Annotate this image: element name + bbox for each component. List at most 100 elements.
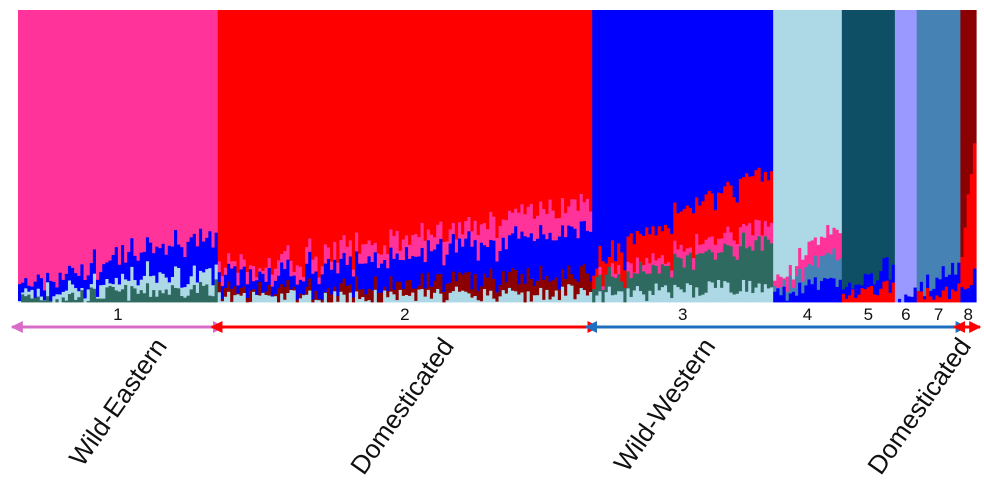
ancestry-segment-F [648,273,653,292]
ancestry-segment-A [61,10,66,281]
ancestry-segment-D [61,291,66,298]
ancestry-segment-C [873,284,877,295]
ancestry-segment-F [688,252,693,286]
ancestry-segment-D [788,10,793,266]
ancestry-segment-G [907,10,912,297]
ancestry-segment-A [582,202,587,222]
ancestry-segment-C [726,10,731,183]
ancestry-segment-B [941,290,946,303]
ancestry-segment-A [333,241,337,261]
ancestry-segment-F [770,243,774,288]
ancestry-segment-B [723,186,727,234]
ancestry-segment-A [545,213,550,240]
ancestry-segment-B [476,10,481,236]
ancestry-segment-B [511,10,515,214]
ancestry-segment-A [220,276,225,287]
ancestry-segment-A [585,198,590,232]
ancestry-segment-D [529,301,534,303]
ancestry-segment-B [598,245,603,268]
ancestry-segment-C [860,285,865,289]
ancestry-segment-D [498,296,503,303]
ancestry-segment-B [692,213,696,259]
ancestry-segment-B [464,10,468,222]
ancestry-segment-D [823,10,827,239]
ancestry-segment-A [663,263,668,267]
ancestry-segment-C [866,274,871,288]
ancestry-segment-C [623,10,628,271]
ancestry-segment-A [829,234,834,255]
ancestry-segment-A [776,274,781,289]
ancestry-segment-B [532,10,537,220]
ancestry-segment-D [766,288,771,303]
ancestry-segment-B [673,202,678,242]
ancestry-segment-C [785,300,790,303]
ancestry-segment-D [386,297,390,303]
ancestry-segment-I [298,293,303,299]
ancestry-segment-E [866,10,871,276]
ancestry-segment-A [273,268,278,282]
ancestry-segment-C [170,246,175,278]
ancestry-segment-B [339,10,344,241]
ancestry-segment-C [454,252,459,282]
ancestry-segment-A [726,226,731,246]
ancestry-segment-C [810,284,815,303]
ancestry-segment-I [498,285,503,297]
ancestry-segment-C [904,294,908,303]
ancestry-segment-C [461,246,465,276]
ancestry-segment-H [932,10,937,290]
ancestry-segment-C [252,281,256,290]
ancestry-segment-D [539,287,543,303]
ancestry-segment-A [723,232,727,245]
ancestry-segment-I [314,290,319,301]
ancestry-segment-A [223,267,228,276]
ancestry-segment-D [292,290,297,303]
ancestry-segment-A [479,224,484,244]
ancestry-segment-I [242,286,247,294]
ancestry-segment-F [177,288,181,303]
ancestry-segment-D [367,300,372,303]
ancestry-segment-B [729,185,734,233]
ancestry-segment-I [585,273,590,296]
ancestry-segment-D [682,292,687,303]
ancestry-segment-C [486,247,490,279]
ancestry-segment-C [511,233,515,269]
ancestry-segment-A [763,221,768,237]
ancestry-segment-I [295,299,300,303]
ancestry-segment-A [573,199,578,230]
ancestry-segment-H [919,10,924,283]
ancestry-segment-A [55,10,60,288]
ancestry-segment-C [192,233,197,266]
ancestry-segment-D [745,291,749,303]
ancestry-segment-A [826,225,830,254]
ancestry-segment-B [648,234,653,264]
ancestry-segment-C [788,293,793,303]
ancestry-segment-F [710,252,715,283]
ancestry-segment-C [149,242,153,277]
ancestry-segment-B [667,228,671,263]
ancestry-segment-A [807,241,812,265]
ancestry-segment-C [161,243,166,275]
ancestry-segment-A [617,265,621,275]
ancestry-segment-A [720,238,724,253]
ancestry-segment-C [24,278,28,289]
ancestry-segment-C [595,10,600,270]
ancestry-segment-F [155,296,160,303]
ancestry-segment-F [632,273,637,291]
ancestry-segment-I [317,299,322,301]
ancestry-segment-C [876,280,880,296]
ancestry-segment-F [36,296,41,303]
ancestry-segment-C [947,274,952,300]
ancestry-segment-A [414,233,419,258]
ancestry-segment-A [320,266,325,275]
ancestry-segment-B [713,210,718,246]
ancestry-segment-I [355,276,359,292]
ancestry-segment-F [629,278,634,298]
ancestry-segment-B [682,208,687,252]
ancestry-segment-A [816,244,821,268]
ancestry-segment-H [801,281,805,294]
ancestry-segment-C [601,10,606,262]
ancestry-segment-F [152,290,156,303]
ancestry-segment-B [423,10,428,242]
ancestry-segment-C [642,10,646,237]
ancestry-segment-D [298,298,303,303]
